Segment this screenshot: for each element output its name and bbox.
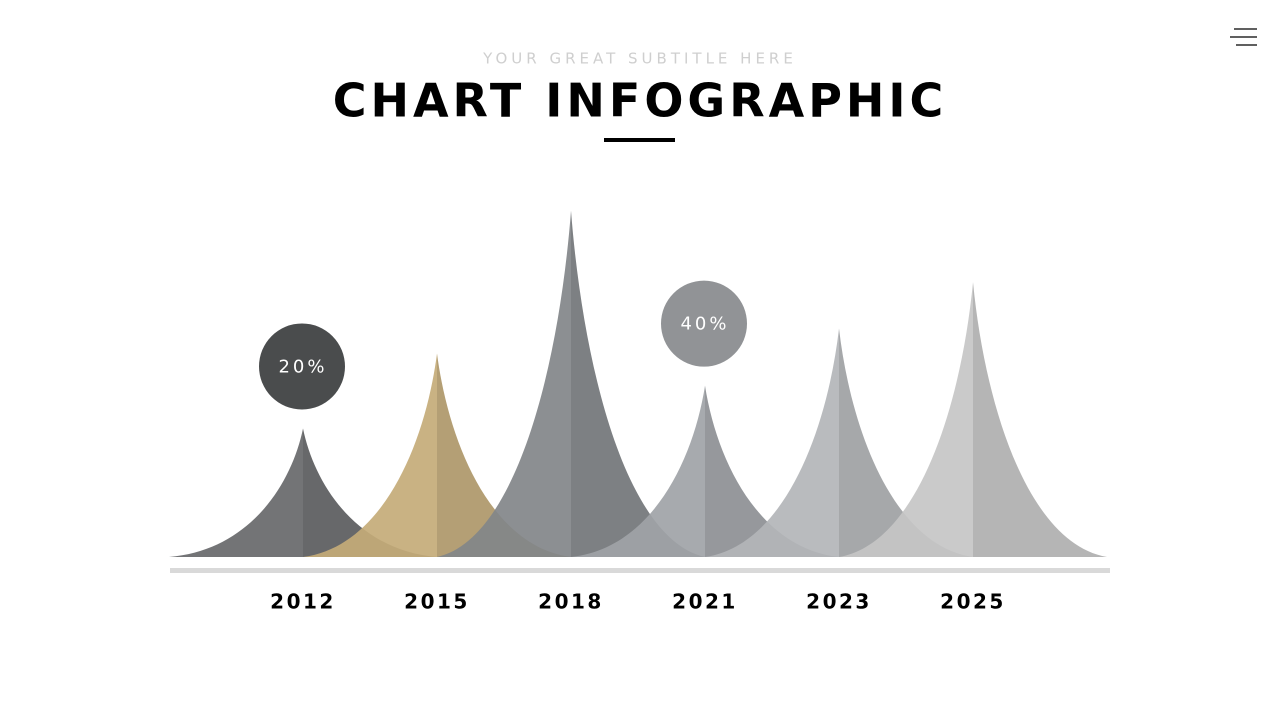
category-label: 2018 <box>538 590 604 614</box>
peak-right <box>571 210 705 557</box>
peak <box>839 282 1107 557</box>
peak-right <box>437 353 571 557</box>
chart-title: CHART INFOGRAPHIC <box>333 74 948 128</box>
peak-shade <box>839 328 973 557</box>
peak-shade <box>437 353 571 557</box>
subtitle: YOUR GREAT SUBTITLE HERE <box>482 50 797 68</box>
peak-left <box>169 428 303 557</box>
category-label: 2012 <box>270 590 336 614</box>
category-label: 2025 <box>940 590 1006 614</box>
peak-right <box>705 385 839 557</box>
peak-left <box>839 282 973 557</box>
category-label: 2015 <box>404 590 470 614</box>
peak <box>705 328 973 557</box>
badge-label: 20% <box>278 356 327 377</box>
badge-label: 40% <box>680 314 729 335</box>
peak-left <box>437 210 571 557</box>
peak-right <box>973 282 1107 557</box>
peak <box>571 385 839 557</box>
peak-shade <box>705 385 839 557</box>
category-label: 2023 <box>806 590 872 614</box>
peak <box>303 353 571 557</box>
menu-icon[interactable] <box>1230 28 1257 46</box>
peak-right <box>303 428 437 557</box>
badge <box>661 280 747 367</box>
category-label: 2021 <box>672 590 738 614</box>
baseline <box>170 568 1110 573</box>
peak-shade <box>973 282 1107 557</box>
title-underline <box>604 138 675 142</box>
peak-right <box>839 328 973 557</box>
peak <box>169 428 437 557</box>
badge <box>259 323 345 410</box>
peak-shade <box>303 428 437 557</box>
peak-left <box>705 328 839 557</box>
peak <box>437 210 705 557</box>
peak-left <box>571 385 705 557</box>
peak-left <box>303 353 437 557</box>
peak-shade <box>571 210 705 557</box>
